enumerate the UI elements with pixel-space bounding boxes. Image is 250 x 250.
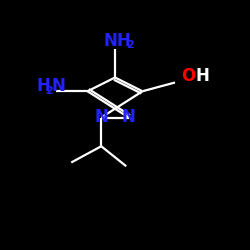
Text: N: N — [94, 108, 108, 126]
Text: 2: 2 — [126, 40, 134, 50]
Text: N: N — [51, 77, 65, 95]
Text: O: O — [182, 67, 196, 85]
Text: H: H — [116, 32, 130, 50]
Text: H: H — [196, 67, 209, 85]
Text: 2: 2 — [46, 86, 53, 96]
Text: N: N — [122, 108, 136, 126]
Text: H: H — [36, 77, 50, 95]
Text: N: N — [104, 32, 118, 50]
